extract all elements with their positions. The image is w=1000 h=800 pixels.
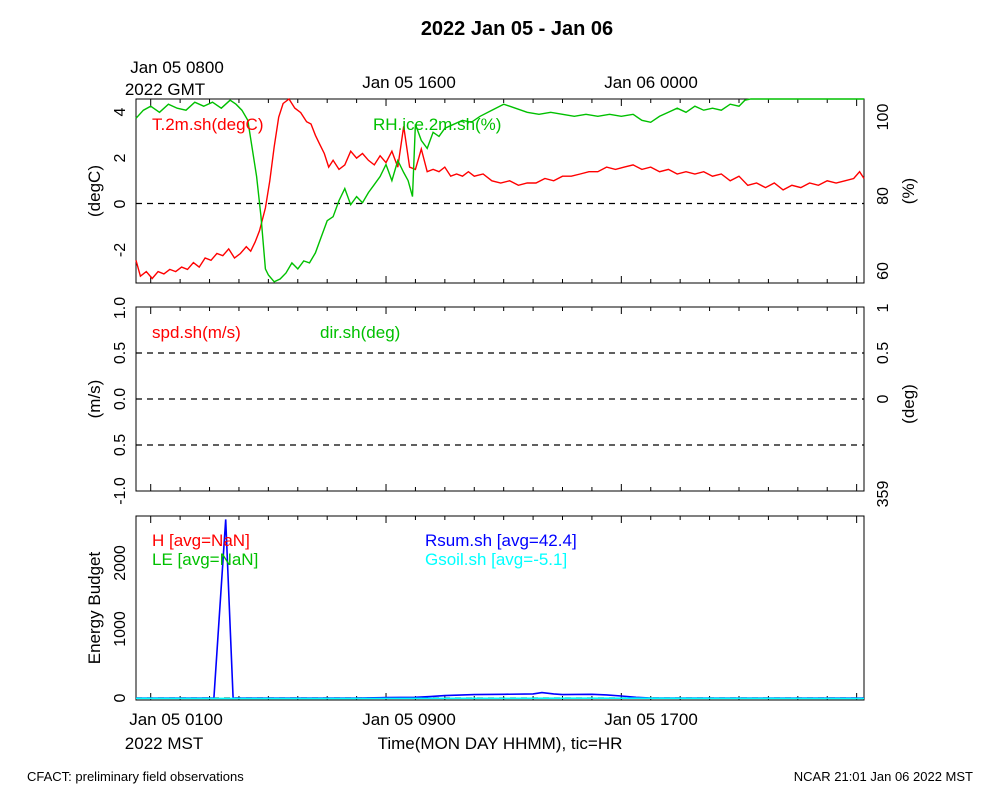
p2-ytick-right-1: 1 (875, 303, 892, 312)
panel-2-x-ticks (150, 307, 858, 491)
p2-ytick-left-0: 0.0 (112, 388, 129, 410)
top-axis-label-1-sub: 2022 GMT (125, 80, 205, 99)
p2-ytick-left-1: 1.0 (112, 297, 129, 319)
p2-ylabel-right: (deg) (899, 384, 918, 424)
bottom-axis-label-1-sub: 2022 MST (125, 734, 203, 753)
panel-3-frame (135, 515, 865, 701)
top-axis-label-1: Jan 05 0800 (130, 58, 224, 77)
panel-3-series (135, 519, 865, 700)
x-axis-title: Time(MON DAY HHMM), tic=HR (378, 734, 623, 753)
series-rh-ice-line (135, 98, 864, 283)
panel-wind: -1.0 0.5 0.0 0.5 1.0 (m/s) 359 0 0.5 1 (… (85, 297, 918, 508)
top-axis-label-2: Jan 05 1600 (362, 73, 456, 92)
legend-wind-speed: spd.sh(m/s) (152, 323, 241, 342)
p1-ytick-left-neg2: -2 (112, 243, 129, 257)
legend-gsoil: Gsoil.sh [avg=-5.1] (425, 550, 567, 569)
p1-ytick-left-4: 4 (112, 107, 129, 116)
legend-wind-direction: dir.sh(deg) (320, 323, 400, 342)
p1-ytick-left-0: 0 (112, 199, 129, 208)
p2-ytick-left-05: 0.5 (112, 342, 129, 364)
bottom-axis-label-3: Jan 05 1700 (604, 710, 698, 729)
panel-temperature-humidity: -2 0 2 4 (degC) 60 80 100 (%) T.2m.sh(de… (85, 97, 918, 284)
bottom-axis-label-2: Jan 05 0900 (362, 710, 456, 729)
chart-title: 2022 Jan 05 - Jan 06 (421, 18, 613, 40)
panel-energy-budget: 0 1000 2000 Energy Budget H [avg=NaN] LE… (85, 515, 865, 702)
p2-ytick-right-359: 359 (875, 481, 892, 508)
p3-ytick-left-0: 0 (112, 693, 129, 702)
p3-ytick-left-1000: 1000 (112, 611, 129, 647)
p3-ylabel-left: Energy Budget (85, 551, 104, 664)
p1-ytick-right-80: 80 (875, 187, 892, 205)
p2-ytick-left-neg05: 0.5 (112, 434, 129, 456)
panel-1-frame (135, 98, 865, 284)
legend-le: LE [avg=NaN] (152, 550, 258, 569)
footer-left: CFACT: preliminary field observations (27, 769, 244, 784)
panel-1-series (135, 97, 865, 283)
p2-ytick-right-0: 0 (875, 394, 892, 403)
p2-ytick-left-neg1: -1.0 (112, 477, 129, 505)
legend-temperature: T.2m.sh(degC) (152, 115, 263, 134)
legend-rh-ice: RH.ice.2m.sh(%) (373, 115, 501, 134)
p1-ytick-right-100: 100 (875, 104, 892, 131)
p3-ytick-left-2000: 2000 (112, 545, 129, 581)
legend-h: H [avg=NaN] (152, 531, 250, 550)
p1-ylabel-right: (%) (899, 178, 918, 204)
p2-ylabel-left: (m/s) (85, 380, 104, 419)
p1-ylabel-left: (degC) (85, 165, 104, 217)
panel-1-x-ticks (150, 99, 858, 283)
bottom-axis-label-1: Jan 05 0100 (129, 710, 223, 729)
legend-rsum: Rsum.sh [avg=42.4] (425, 531, 577, 550)
p2-ytick-right-05: 0.5 (875, 342, 892, 364)
footer-right: NCAR 21:01 Jan 06 2022 MST (794, 769, 973, 784)
p1-ytick-left-2: 2 (112, 153, 129, 162)
top-axis-label-3: Jan 06 0000 (604, 73, 698, 92)
p1-ytick-right-60: 60 (875, 262, 892, 280)
series-temperature-line (135, 97, 865, 280)
